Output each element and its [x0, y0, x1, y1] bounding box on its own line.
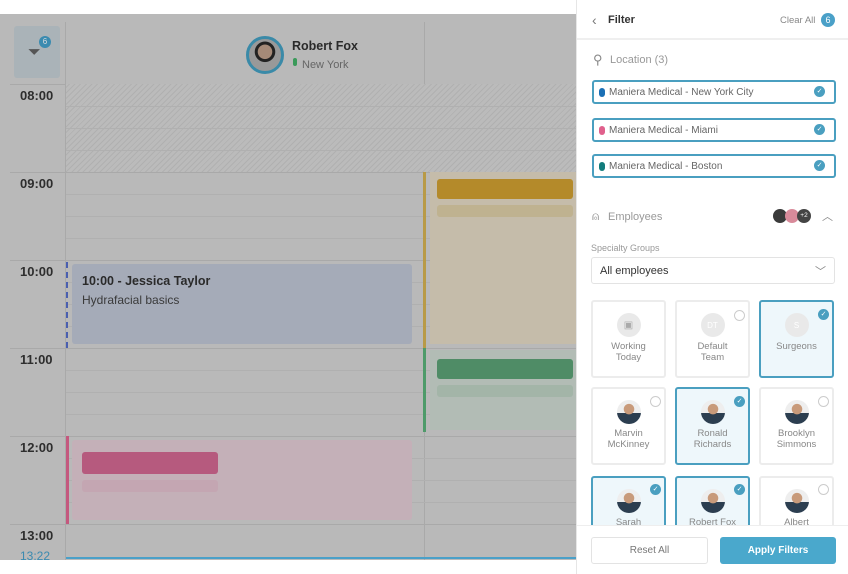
unchecked-circle [734, 310, 745, 321]
more-employees-badge: +2 [797, 209, 811, 223]
appointment-card[interactable] [72, 440, 412, 520]
location-name: Maniera Medical - Miami [609, 124, 718, 136]
employee-avatar [246, 36, 284, 74]
time-label: 11:00 [20, 352, 53, 367]
filter-title: Filter [608, 14, 635, 26]
user-icon: ⍝ [592, 209, 600, 223]
employee-location: New York [302, 59, 349, 71]
unchecked-circle [818, 396, 829, 407]
briefcase-icon: ▣ [616, 313, 641, 337]
check-icon: ✓ [734, 396, 745, 407]
group-initials: DT [700, 313, 725, 337]
employee-name: Robert Fox [292, 39, 358, 53]
location-option-nyc[interactable]: Maniera Medical - New York City ✓ [592, 80, 836, 104]
location-option-boston[interactable]: Maniera Medical - Boston ✓ [592, 154, 836, 178]
group-card-surgeons[interactable]: S Surgeons ✓ [759, 300, 834, 378]
reset-all-button[interactable]: Reset All [591, 537, 708, 564]
employee-photo [700, 400, 725, 424]
employees-section-label: Employees [608, 211, 663, 223]
filter-count-badge: 6 [821, 13, 835, 27]
filter-icon: ⏷ [28, 44, 41, 61]
current-time-label: 13:22 [20, 549, 51, 560]
appointment-card[interactable]: 10:00 - Jessica Taylor Hydrafacial basic… [72, 264, 412, 344]
employee-photo [700, 489, 725, 513]
group-initials: S [784, 313, 809, 337]
appointment-title: 10:00 - Jessica Taylor [82, 274, 211, 288]
check-icon: ✓ [814, 124, 825, 135]
clear-all-button[interactable]: Clear All [780, 15, 816, 26]
employee-card[interactable]: Brooklyn Simmons [759, 387, 834, 465]
filter-toggle-button[interactable]: ⏷ 6 [14, 26, 60, 78]
filter-count-badge: 6 [39, 36, 51, 48]
employee-avatar [773, 209, 787, 223]
employee-photo [784, 489, 809, 513]
current-time-line [66, 557, 576, 559]
appointment-service: Hydrafacial basics [82, 293, 180, 307]
location-name: Maniera Medical - New York City [609, 86, 754, 98]
time-label: 09:00 [20, 176, 54, 191]
appointment-card[interactable] [430, 172, 576, 344]
specialty-groups-select[interactable]: All employees ﹀ [591, 257, 835, 284]
group-card-working-today[interactable]: ▣ Working Today [591, 300, 666, 378]
employee-card[interactable]: Marvin McKinney [591, 387, 666, 465]
card-label: Albert [784, 517, 809, 528]
time-label: 12:00 [20, 440, 54, 455]
card-label: Marvin McKinney [607, 428, 650, 450]
chevron-down-icon: ﹀ [815, 266, 826, 278]
calendar-overlay: ⏷ 6 Robert Fox New York 08:00 09:00 10:0… [0, 14, 576, 560]
card-label: Working Today [611, 341, 646, 363]
select-value: All employees [600, 265, 669, 277]
card-label: Default Team [697, 341, 728, 363]
time-label: 10:00 [20, 264, 54, 279]
employee-photo [616, 400, 641, 424]
check-icon: ✓ [650, 484, 661, 495]
check-icon: ✓ [814, 160, 825, 171]
check-icon: ✓ [818, 309, 829, 320]
check-icon: ✓ [814, 86, 825, 97]
card-label: Brooklyn Simmons [776, 428, 817, 450]
card-label: Ronald Richards [693, 428, 732, 450]
card-label: Surgeons [776, 341, 817, 352]
check-icon: ✓ [734, 484, 745, 495]
employee-avatar [785, 209, 799, 223]
employee-photo [784, 400, 809, 424]
back-icon[interactable]: ‹ [592, 12, 597, 28]
time-label: 13:00 [20, 528, 54, 543]
location-pin-icon: ⚲ [593, 52, 603, 67]
card-label: Robert Fox [689, 517, 736, 528]
specialty-groups-label: Specialty Groups [591, 243, 660, 253]
card-label: Sarah [615, 517, 642, 528]
employee-photo [616, 489, 641, 513]
chevron-up-icon[interactable]: ︿ [822, 211, 833, 223]
location-section-label: Location (3) [610, 54, 669, 66]
unchecked-circle [650, 396, 661, 407]
time-label: 08:00 [20, 88, 54, 103]
filter-panel: ‹ Filter Clear All 6 ⚲ Location (3) Mani… [576, 0, 848, 574]
location-name: Maniera Medical - Boston [609, 160, 723, 172]
unchecked-circle [818, 484, 829, 495]
employee-card[interactable]: Ronald Richards ✓ [675, 387, 750, 465]
group-card-default-team[interactable]: DT Default Team [675, 300, 750, 378]
appointment-card[interactable] [430, 350, 576, 430]
apply-filters-button[interactable]: Apply Filters [720, 537, 836, 564]
location-option-miami[interactable]: Maniera Medical - Miami ✓ [592, 118, 836, 142]
